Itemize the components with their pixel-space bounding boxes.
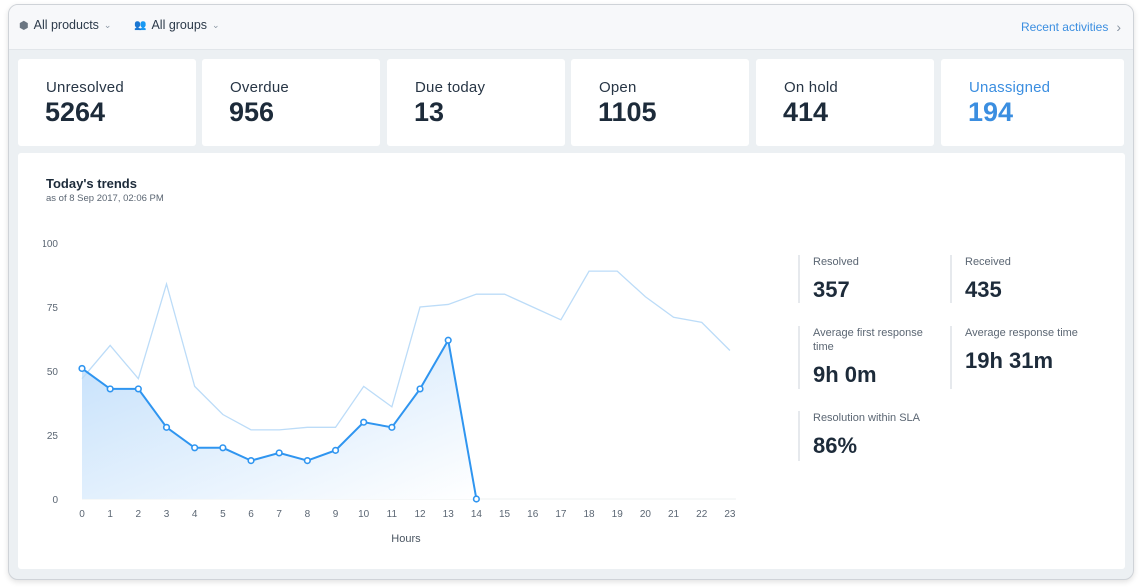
chevron-down-icon: ⌄: [103, 19, 112, 30]
data-point[interactable]: [444, 336, 452, 344]
card-value: 956: [229, 97, 275, 127]
x-tick-label: 19: [612, 509, 624, 520]
x-tick-label: 5: [220, 509, 226, 520]
x-tick-label: 20: [640, 509, 652, 520]
data-point[interactable]: [388, 423, 396, 431]
stat-label: Received: [965, 256, 1011, 268]
stat-value: 19h 31m: [965, 348, 1054, 373]
trends-panel: Today's trends as of 8 Sep 2017, 02:06 P…: [18, 153, 1125, 569]
cube-icon: ⬢: [19, 19, 29, 32]
x-tick-label: 9: [333, 509, 339, 520]
x-tick-label: 3: [164, 509, 170, 520]
trends-title: Today's trends: [46, 176, 137, 191]
card-unassigned[interactable]: Unassigned 194: [941, 59, 1124, 146]
y-tick-label: 25: [47, 431, 59, 442]
data-point[interactable]: [134, 385, 142, 393]
card-label: Open: [599, 79, 637, 96]
stat-resolved: Resolved 357: [798, 255, 943, 303]
x-tick-label: 12: [414, 509, 426, 520]
y-tick-label: 100: [43, 239, 58, 250]
x-tick-label: 13: [443, 509, 455, 520]
data-point[interactable]: [191, 444, 199, 452]
header-bar: ⬢ All products ⌄ 👥 All groups ⌄ Recent a…: [9, 5, 1133, 50]
x-tick-label: 14: [471, 509, 483, 520]
stat-value: 9h 0m: [813, 362, 877, 387]
stat-value: 86%: [813, 433, 858, 458]
card-open[interactable]: Open 1105: [571, 59, 749, 146]
data-point[interactable]: [78, 364, 86, 373]
data-point[interactable]: [219, 444, 227, 452]
card-label: On hold: [784, 79, 838, 96]
series-faint-line: [81, 270, 731, 431]
card-label: Unresolved: [46, 79, 124, 96]
x-tick-label: 6: [248, 509, 254, 520]
groups-filter-label: All groups: [151, 18, 208, 32]
x-axis-title: Hours: [391, 533, 421, 545]
stat-value: 357: [813, 277, 850, 302]
data-point[interactable]: [360, 418, 368, 426]
stat-label: Average response time: [965, 327, 1078, 339]
recent-activities-label: Recent activities: [1020, 20, 1109, 34]
x-tick-label: 17: [555, 509, 567, 520]
data-point[interactable]: [106, 385, 114, 393]
group-icon: 👥: [134, 19, 147, 31]
stat-label: Resolved: [813, 256, 859, 268]
card-unresolved[interactable]: Unresolved 5264: [18, 59, 196, 146]
trends-subtitle: as of 8 Sep 2017, 02:06 PM: [46, 193, 164, 204]
y-tick-label: 75: [47, 303, 59, 314]
x-tick-label: 18: [583, 509, 595, 520]
today-area: [82, 340, 477, 499]
card-value: 194: [968, 97, 1014, 127]
x-tick-label: 15: [499, 509, 511, 520]
data-point[interactable]: [275, 449, 283, 457]
recent-activities-link[interactable]: Recent activities ›: [1021, 19, 1121, 35]
x-tick-label: 10: [358, 509, 370, 520]
x-tick-label: 23: [724, 509, 736, 520]
stat-avg-first-response: Average first response time 9h 0m: [798, 326, 943, 389]
stat-received: Received 435: [950, 255, 1095, 303]
x-tick-label: 16: [527, 509, 539, 520]
card-value: 5264: [45, 97, 106, 127]
dashboard-window: ⬢ All products ⌄ 👥 All groups ⌄ Recent a…: [8, 4, 1134, 580]
x-tick-label: 0: [79, 509, 85, 520]
x-tick-label: 22: [696, 509, 708, 520]
stat-sla: Resolution within SLA 86%: [798, 411, 943, 461]
x-tick-label: 21: [668, 509, 680, 520]
data-point[interactable]: [247, 457, 255, 465]
stat-avg-response: Average response time 19h 31m: [950, 326, 1095, 389]
data-point[interactable]: [416, 385, 424, 393]
data-point[interactable]: [303, 457, 311, 465]
x-tick-label: 1: [107, 509, 113, 520]
groups-filter[interactable]: 👥 All groups ⌄: [134, 18, 220, 32]
data-point[interactable]: [472, 495, 480, 503]
card-on-hold[interactable]: On hold 414: [756, 59, 934, 146]
products-filter-label: All products: [33, 18, 99, 32]
y-tick-label: 50: [47, 367, 59, 378]
x-tick-label: 7: [276, 509, 282, 520]
stat-label: Resolution within SLA: [813, 412, 921, 424]
card-value: 1105: [598, 97, 657, 127]
chevron-right-icon: ›: [1116, 19, 1121, 35]
x-tick-label: 2: [136, 509, 142, 520]
stat-label: Average first response time: [813, 327, 923, 353]
stat-value: 435: [965, 277, 1002, 302]
card-label: Due today: [415, 79, 486, 96]
card-label: Unassigned: [969, 79, 1051, 96]
y-tick-label: 0: [52, 495, 58, 506]
data-point[interactable]: [162, 423, 171, 431]
card-value: 13: [414, 97, 445, 127]
card-due-today[interactable]: Due today 13: [387, 59, 565, 146]
card-label: Overdue: [230, 79, 289, 96]
x-tick-label: 4: [192, 509, 198, 520]
card-value: 414: [783, 97, 829, 127]
x-tick-label: 11: [387, 509, 398, 520]
x-tick-label: 8: [305, 509, 311, 520]
data-point[interactable]: [331, 446, 340, 454]
card-overdue[interactable]: Overdue 956: [202, 59, 380, 146]
products-filter[interactable]: ⬢ All products ⌄: [19, 18, 111, 32]
chevron-down-icon: ⌄: [212, 19, 220, 30]
